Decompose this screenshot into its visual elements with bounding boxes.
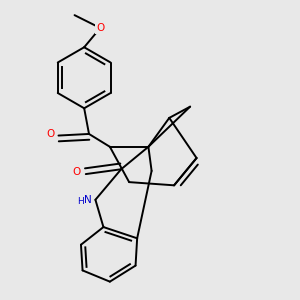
Text: O: O — [73, 167, 81, 178]
Text: O: O — [96, 23, 104, 33]
Text: O: O — [46, 129, 55, 139]
Text: H: H — [76, 197, 83, 206]
Text: N: N — [85, 195, 92, 205]
